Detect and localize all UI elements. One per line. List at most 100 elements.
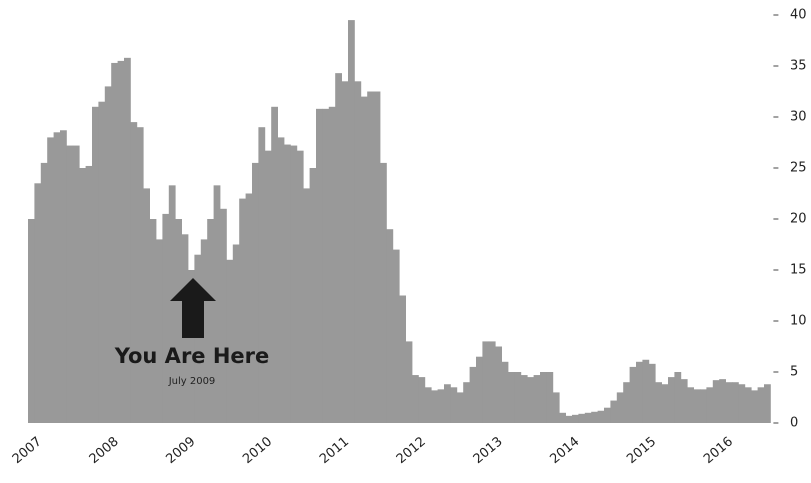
- bar: [149, 219, 157, 423]
- bar: [764, 384, 771, 423]
- bar: [367, 91, 374, 423]
- bar: [712, 380, 720, 423]
- x-tick-label: 2015: [624, 434, 659, 467]
- bar: [533, 375, 541, 423]
- bar: [616, 392, 624, 423]
- bar: [552, 392, 560, 423]
- bar: [316, 108, 323, 423]
- bar: [98, 101, 106, 423]
- bar: [648, 363, 656, 423]
- x-tick-label: 2009: [163, 434, 198, 467]
- y-tick-label: 40: [790, 8, 807, 23]
- bar: [40, 162, 48, 423]
- bar: [34, 183, 42, 423]
- bar: [412, 375, 419, 423]
- bar: [469, 366, 477, 423]
- bar: [501, 361, 509, 423]
- bar: [540, 372, 547, 423]
- bar: [60, 130, 67, 423]
- x-tick-label: 2011: [317, 434, 352, 467]
- bar: [226, 259, 234, 423]
- bar: [700, 389, 707, 423]
- bar: [437, 389, 445, 423]
- bar: [392, 249, 400, 423]
- bar: [271, 106, 278, 424]
- bar: [706, 387, 714, 423]
- y-tick-label: 15: [790, 263, 807, 278]
- bar: [130, 122, 138, 423]
- bar: [732, 382, 739, 423]
- bar: [463, 382, 470, 423]
- x-tick-label: 2012: [394, 434, 429, 467]
- bar: [386, 229, 394, 423]
- bar: [584, 412, 592, 423]
- bar: [252, 162, 259, 423]
- bar: [604, 407, 611, 423]
- bar: [53, 132, 61, 424]
- bar: [143, 188, 150, 423]
- bar: [629, 366, 637, 423]
- bar: [661, 384, 669, 423]
- bar: [111, 62, 118, 423]
- bar: [92, 106, 99, 424]
- bar: [668, 377, 675, 423]
- bar: [520, 375, 528, 423]
- bar: [757, 387, 765, 423]
- bar: [725, 382, 733, 423]
- bar: [200, 239, 208, 423]
- bar: [450, 387, 458, 423]
- bar: [284, 144, 291, 424]
- x-tick-label: 2008: [87, 434, 122, 467]
- bar: [72, 145, 80, 423]
- bar: [380, 162, 387, 423]
- bar: [360, 96, 368, 423]
- bar: [578, 413, 586, 423]
- bar: [290, 145, 298, 423]
- annotation-title: You Are Here: [114, 344, 270, 368]
- bar: [738, 384, 746, 423]
- bar: [354, 81, 362, 424]
- bar: [751, 390, 758, 423]
- bar: [79, 168, 86, 423]
- y-tick-label: 30: [790, 110, 807, 125]
- annotation-subtitle: July 2009: [168, 376, 216, 387]
- bar: [655, 382, 662, 423]
- bar: [674, 372, 682, 423]
- bar: [207, 219, 214, 423]
- bar: [239, 198, 246, 423]
- bar: [373, 91, 381, 423]
- bar: [610, 400, 618, 423]
- bar: [303, 188, 310, 423]
- arrow: [170, 278, 216, 338]
- y-tick-label: 35: [790, 59, 807, 74]
- bar: [309, 168, 317, 423]
- bar: [168, 185, 176, 423]
- bar: [47, 137, 54, 423]
- bar: [508, 372, 515, 423]
- bar: [348, 20, 355, 423]
- y-tick-label: 20: [790, 212, 807, 227]
- bar: [335, 73, 342, 423]
- y-tick-label: 25: [790, 161, 807, 176]
- bar: [104, 86, 112, 424]
- y-tick-label: 5: [790, 365, 798, 380]
- bar: [220, 208, 227, 423]
- bar: [527, 377, 534, 423]
- bar: [399, 295, 406, 423]
- bar: [597, 410, 605, 423]
- bar: [245, 193, 253, 423]
- annotation-arrow: [170, 278, 216, 338]
- bar: [591, 411, 598, 423]
- bar: [693, 389, 701, 423]
- bar: [258, 127, 266, 423]
- bar: [719, 379, 726, 423]
- bar: [194, 254, 202, 423]
- bar: [136, 127, 144, 423]
- bar: [296, 150, 304, 423]
- bar: [495, 346, 502, 423]
- bar: [264, 150, 272, 423]
- bar: [322, 108, 330, 423]
- bar: [405, 341, 413, 423]
- x-tick-label: 2014: [547, 434, 582, 467]
- bar: [476, 356, 483, 423]
